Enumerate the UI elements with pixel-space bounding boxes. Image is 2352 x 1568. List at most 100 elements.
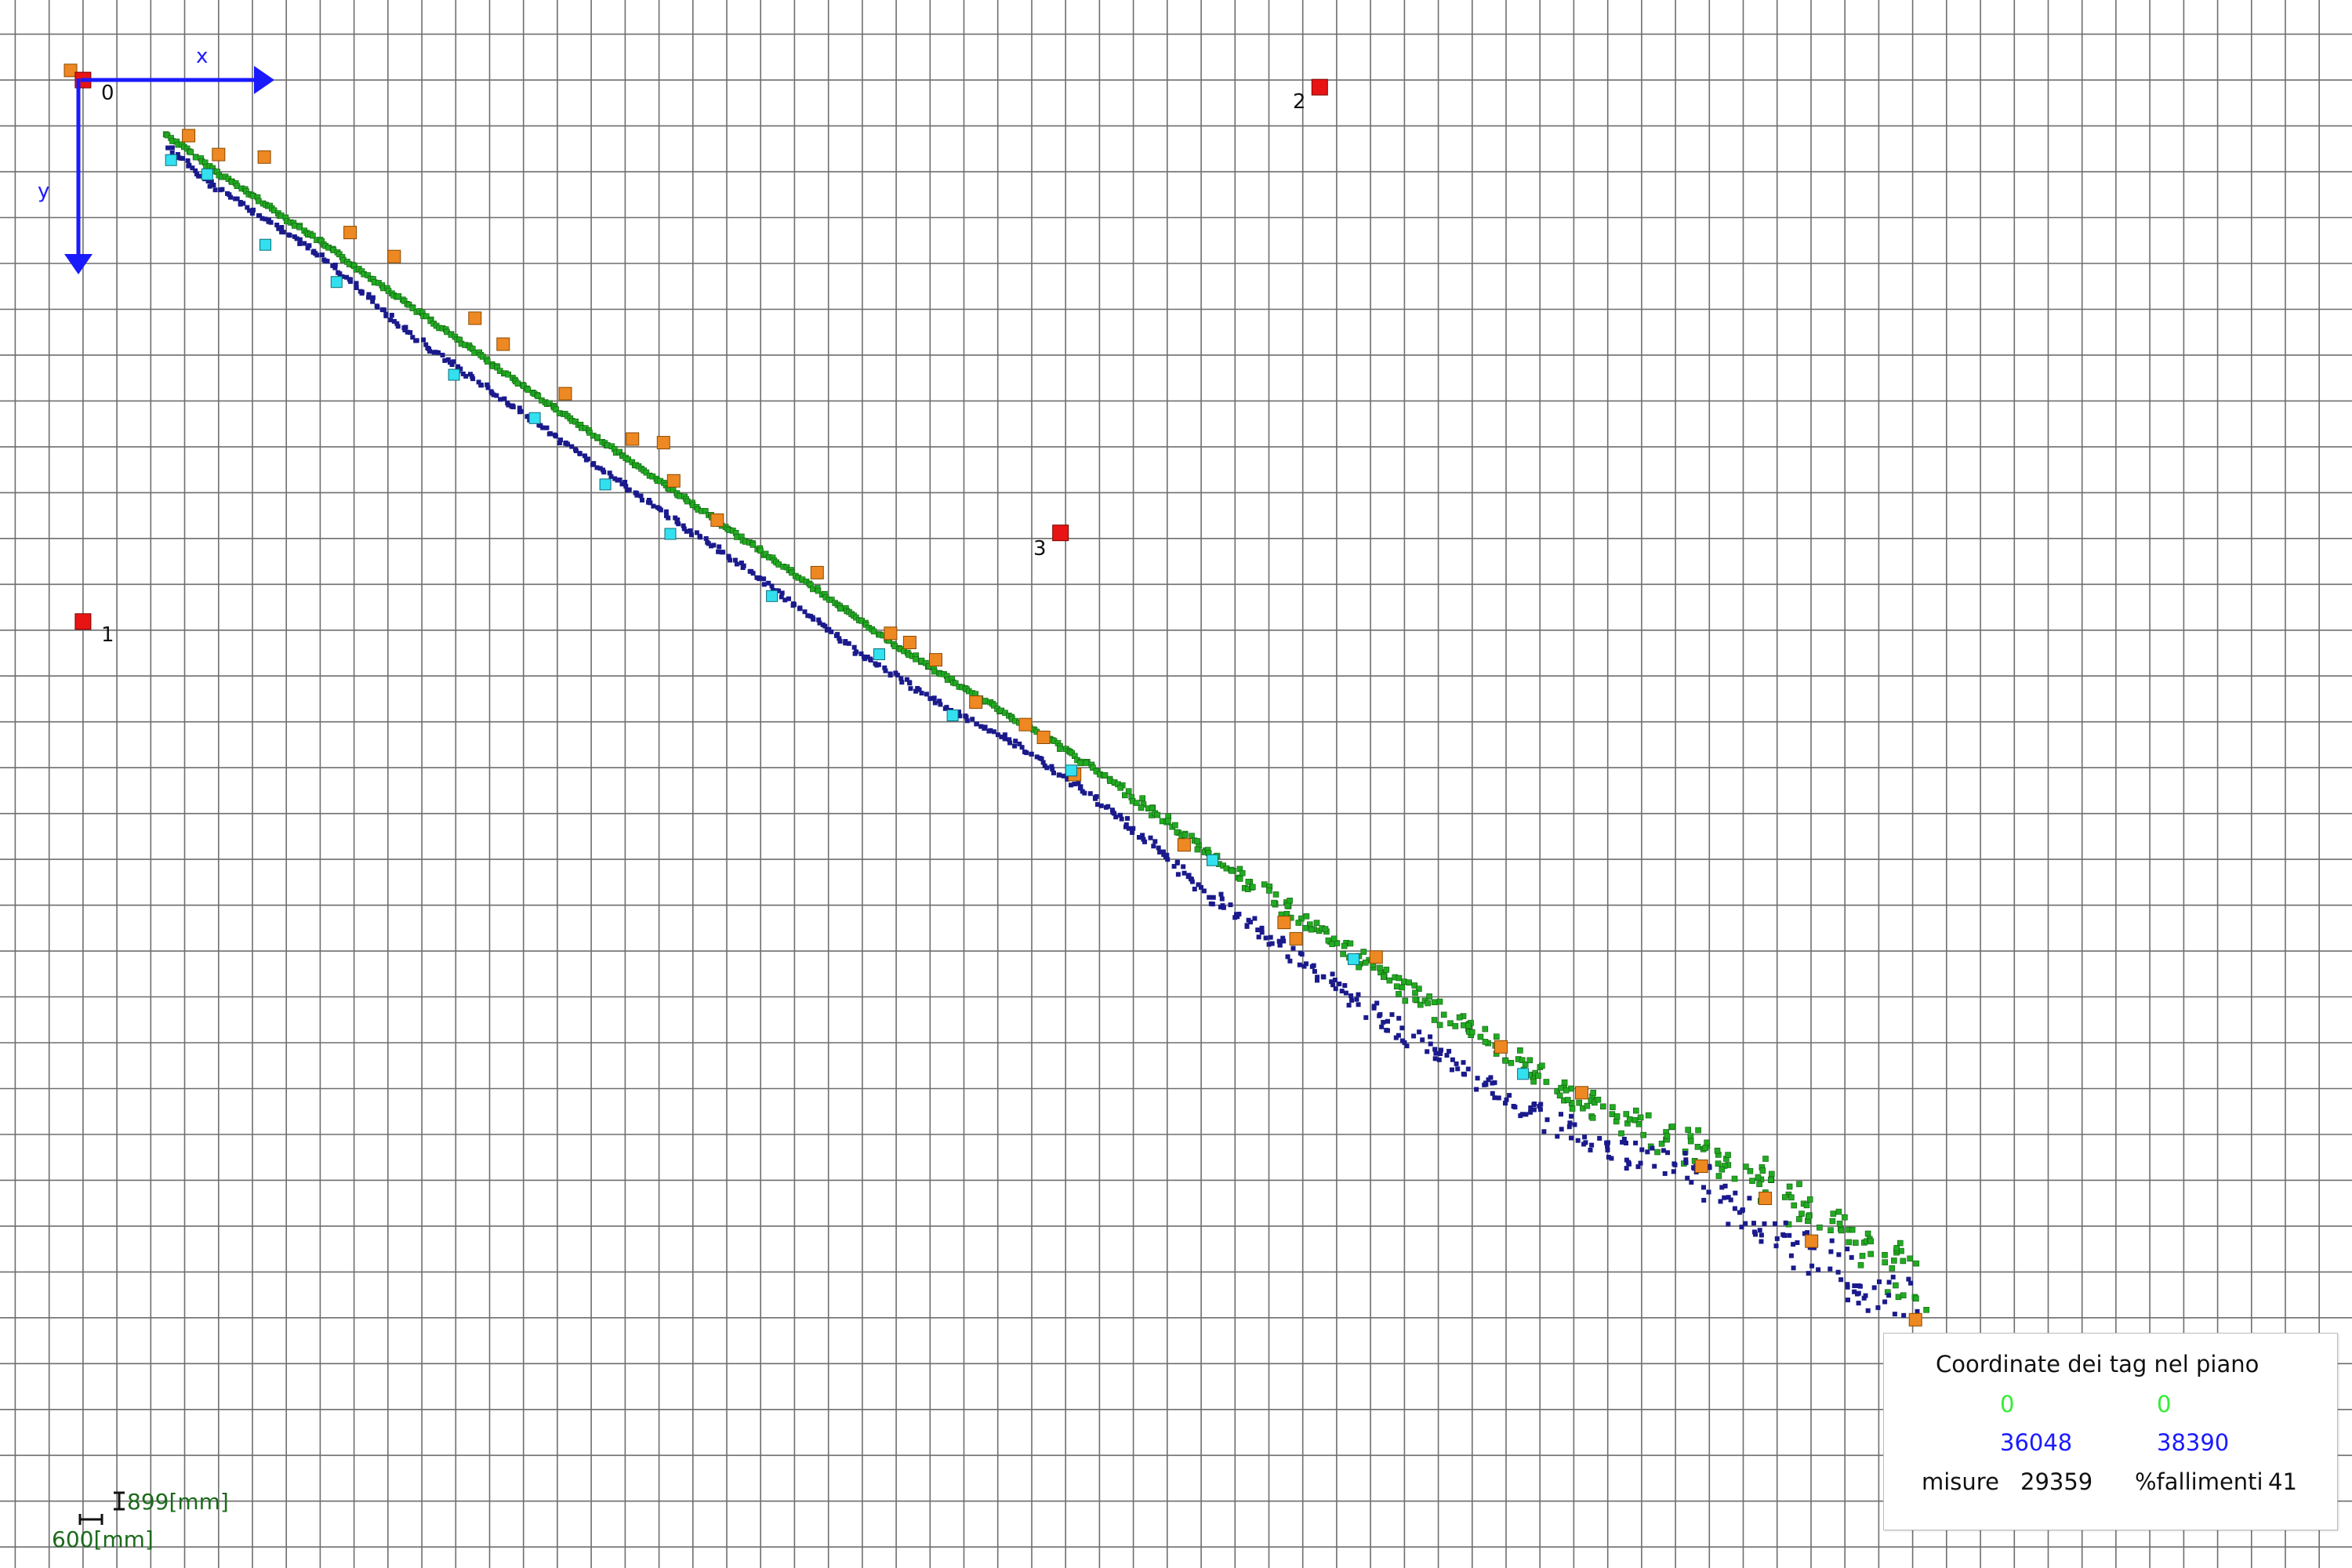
green-tag-point [1482,1039,1489,1045]
green-tag-point [1174,829,1181,836]
green-tag-point [762,550,769,557]
blue-tag-point [826,626,832,632]
green-tag-point [1762,1156,1769,1162]
green-tag-point [1687,1138,1694,1145]
blue-tag-point [1728,1197,1733,1203]
blue-tag-point [1312,969,1317,974]
blue-tag-point [837,638,843,644]
green-tag-point [1517,1047,1523,1054]
green-tag-point [1900,1292,1907,1298]
blue-tag-point [190,165,195,171]
green-tag-point [1102,771,1109,779]
blue-tag-point [394,321,400,326]
blue-tag-point [1852,1283,1857,1288]
blue-tag-point [414,338,419,343]
blue-tag-point [916,687,922,692]
blue-tag-point [608,474,614,479]
blue-tag-point [544,425,550,430]
blue-tag-point [1890,1274,1896,1279]
blue-tag-point [1112,811,1116,816]
green-tag-point [1250,884,1256,891]
green-tag-point [837,605,844,612]
blue-tag-point [359,291,365,296]
blue-tag-point [1567,1120,1573,1126]
blue-tag-point [1174,859,1180,865]
green-tag-point [1530,1078,1537,1085]
blue-tag-point [740,565,746,570]
blue-tag-point [1402,1040,1407,1045]
green-tag-point [1590,1090,1596,1096]
blue-tag-point [1652,1163,1657,1169]
green-tag-point [1090,764,1096,771]
blue-tag-point [1381,1019,1386,1025]
blue-tag-point [1118,812,1123,818]
green-tag-point [1685,1127,1691,1133]
green-tag-point [1791,1202,1797,1209]
green-tag-point [1768,1176,1774,1183]
blue-tag-point [1148,835,1153,840]
data-series [64,64,1929,1327]
blue-tag-point [1095,802,1100,808]
green-tag-point [1835,1208,1842,1215]
blue-tag-point [1309,964,1315,969]
green-tag-point [1830,1210,1837,1217]
green-tag-point [1402,997,1409,1004]
blue-tag-point [851,644,857,650]
green-tag-point [1817,1224,1823,1231]
green-tag-point [1796,1216,1802,1222]
blue-tag-point [732,557,738,563]
blue-tag-point [1290,946,1296,951]
blue-tag-point [776,588,781,593]
blue-tag-point [1871,1285,1877,1290]
blue-tag-point [1126,826,1131,831]
blue-tag-point [619,481,625,487]
blue-tag-point [1266,942,1272,947]
blue-tag-point [739,561,744,565]
blue-tag-point [1019,745,1025,750]
orange-marker [64,64,78,78]
blue-tag-point [517,405,522,411]
blue-tag-point [663,509,669,514]
green-tag-point [1613,1113,1621,1120]
cyan-marker [330,276,343,289]
blue-tag-point [1280,935,1286,941]
blue-tag-point [1856,1301,1861,1306]
orange-marker [1369,950,1383,964]
green-tag-point [953,680,959,687]
blue-tag-point [476,379,481,385]
orange-marker [656,436,670,450]
green-tag-point [1755,1174,1762,1181]
blue-tag-point [460,371,466,376]
green-tag-point [1194,846,1201,853]
blue-tag-point [569,444,575,449]
green-tag-point [1272,891,1279,898]
orange-marker [626,432,640,446]
blue-tag-point [1228,902,1233,908]
blue-tag-point [449,362,455,367]
blue-tag-point [1220,903,1225,909]
green-tag-point [1093,768,1100,775]
orange-marker [468,311,482,325]
blue-tag-point [403,325,408,330]
blue-tag-point [1835,1269,1841,1275]
blue-tag-point [1113,815,1119,820]
blue-tag-point [1428,1041,1433,1047]
green-tag-point [1913,1260,1920,1267]
blue-tag-point [1196,882,1201,887]
blue-tag-point [1743,1221,1748,1226]
blue-tag-point [1346,1003,1352,1008]
cyan-marker [448,368,460,381]
blue-tag-point [186,163,191,169]
blue-tag-point [963,713,968,719]
blue-tag-point [1141,837,1146,842]
green-tag-point [1891,1258,1897,1264]
blue-tag-point [769,583,775,589]
blue-tag-point [1255,927,1261,933]
green-tag-point [1194,838,1201,844]
blue-tag-point [1374,1000,1380,1006]
green-tag-point [1719,1166,1726,1173]
anchor-label-2: 2 [1293,90,1306,114]
green-tag-point [1640,1131,1646,1138]
blue-tag-point [169,150,175,155]
green-tag-point [1452,1023,1459,1029]
